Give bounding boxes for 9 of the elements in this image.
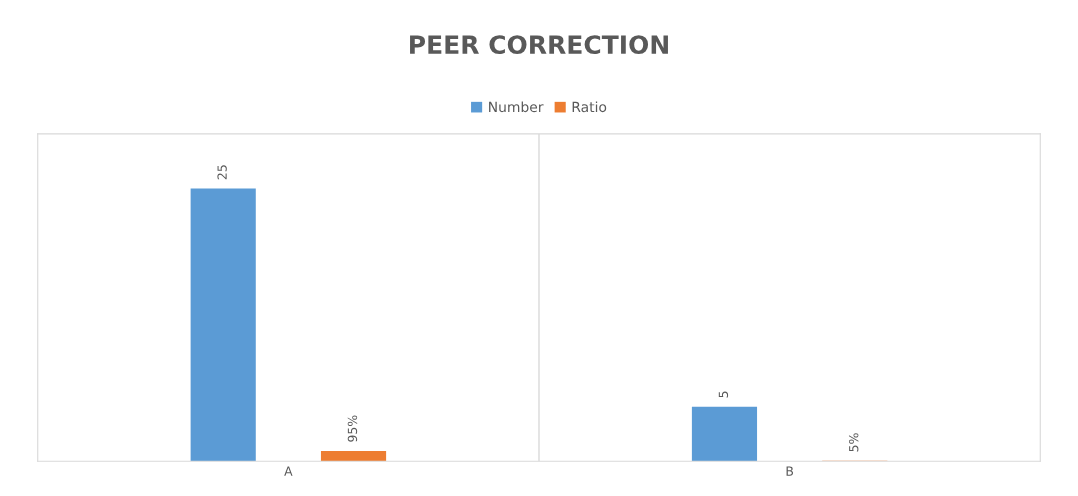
data-label: 5%: [848, 433, 859, 452]
legend-label: Ratio: [572, 101, 607, 113]
x-tick-label: B: [786, 466, 794, 476]
legend-label: Number: [489, 101, 544, 113]
data-label: 5: [718, 391, 729, 398]
data-label: 95%: [347, 415, 358, 442]
chart-title: PEER CORRECTION: [410, 35, 668, 55]
x-tick-label: A: [284, 466, 293, 476]
data-label: 25: [217, 165, 227, 180]
